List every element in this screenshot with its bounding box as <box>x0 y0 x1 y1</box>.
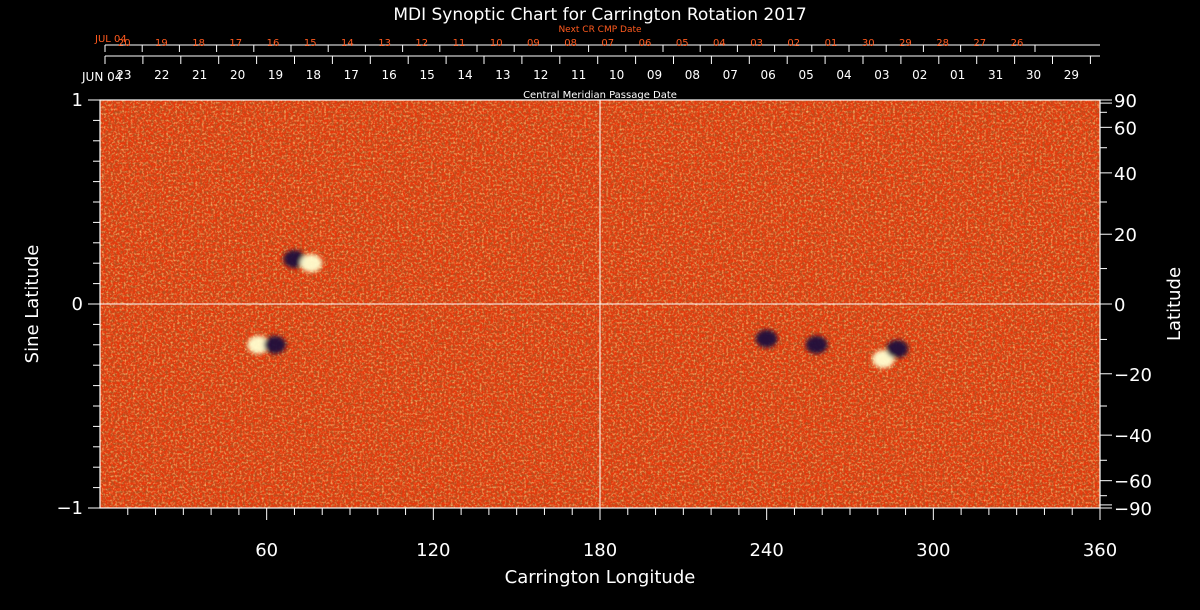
plot-area <box>99 99 1101 509</box>
y-axis-right: 90 60 40 20 0 −20 −40 −60 −90 <box>1100 91 1152 520</box>
next-axis-tick-label: 16 <box>267 38 280 49</box>
top-axis-tick-label: 14 <box>457 68 472 82</box>
active-region-negative <box>755 329 778 348</box>
y-axis-right-tick-label: 40 <box>1114 164 1137 185</box>
next-axis-tick-label: 17 <box>229 38 242 49</box>
x-axis-tick-label: 120 <box>416 540 450 561</box>
next-axis-tick-label: 04 <box>713 38 726 49</box>
top-axis-tick-label: 08 <box>685 68 700 82</box>
x-axis-tick-label: 180 <box>583 540 617 561</box>
top-axis-tick-label: 30 <box>1026 68 1041 82</box>
next-axis-tick-label: 02 <box>787 38 800 49</box>
y-axis-right-tick-label: −40 <box>1114 426 1152 447</box>
active-region-negative <box>886 339 909 358</box>
y-axis-left-tick-label: −1 <box>56 498 83 519</box>
x-axis-label: Carrington Longitude <box>505 567 696 588</box>
top-axis-tick-label: 12 <box>533 68 548 82</box>
y-axis-right-tick-label: −90 <box>1114 499 1152 520</box>
top-axis-tick-label: 09 <box>647 68 662 82</box>
y-axis-right-tick-label: −60 <box>1114 472 1152 493</box>
top-axis-tick-label: 23 <box>116 68 131 82</box>
next-axis-tick-label: 27 <box>973 38 986 49</box>
next-axis-tick-label: 11 <box>453 38 466 49</box>
top-axis-tick-label: 07 <box>723 68 738 82</box>
active-regions <box>247 250 909 369</box>
top-axis-tick-label: 17 <box>344 68 359 82</box>
top-axis-caption: Central Meridian Passage Date <box>523 90 677 101</box>
next-axis-tick-label: 03 <box>750 38 763 49</box>
y-axis-left: 1 0 −1 <box>56 90 100 519</box>
next-axis-tick-label: 19 <box>155 38 168 49</box>
top-axis-tick-label: 16 <box>382 68 397 82</box>
top-axis-tick-label: 05 <box>798 68 813 82</box>
x-axis-tick-label: 360 <box>1083 540 1117 561</box>
chart-title: MDI Synoptic Chart for Carrington Rotati… <box>393 5 806 25</box>
y-axis-right-tick-label: 90 <box>1114 91 1137 112</box>
next-axis-tick-label: 09 <box>527 38 540 49</box>
top-axis-tick-label: 11 <box>571 68 586 82</box>
top-axis-tick-label: 10 <box>609 68 624 82</box>
top-axis-tick-label: 19 <box>268 68 283 82</box>
next-axis-tick-label: 12 <box>415 38 428 49</box>
next-axis-tick-label: 14 <box>341 38 354 49</box>
y-axis-right-tick-label: 60 <box>1114 118 1137 139</box>
top-axis-tick-label: 02 <box>912 68 927 82</box>
top-axis-tick-label: 21 <box>192 68 207 82</box>
active-region-negative <box>264 335 286 354</box>
next-axis-tick-label: 15 <box>304 38 317 49</box>
y-axis-right-tick-label: 0 <box>1114 295 1125 316</box>
x-axis-tick-label: 300 <box>916 540 950 561</box>
top-axis-tick-label: 29 <box>1064 68 1079 82</box>
top-axis-tick-label: 03 <box>874 68 889 82</box>
top-axis-tick-label: 01 <box>950 68 965 82</box>
top-axis-tick-label: 06 <box>761 68 776 82</box>
top-axis-tick-label: 22 <box>154 68 169 82</box>
next-axis-tick-label: 07 <box>601 38 614 49</box>
y-axis-left-label: Sine Latitude <box>22 245 43 364</box>
next-axis-tick-label: 29 <box>899 38 912 49</box>
y-axis-left-tick-label: 0 <box>72 294 83 315</box>
next-axis-tick-label: 05 <box>676 38 689 49</box>
top-axis-tick-label: 04 <box>836 68 851 82</box>
y-axis-right-tick-label: 20 <box>1114 225 1137 246</box>
active-region-negative <box>283 250 306 269</box>
next-axis-caption: Next CR CMP Date <box>558 25 642 35</box>
next-axis-start-label: JUL 04 <box>94 34 127 45</box>
x-axis-tick-label: 60 <box>255 540 278 561</box>
top-axis-tick-label: 15 <box>419 68 434 82</box>
top-axis-start-label: JUN 04 <box>81 70 122 84</box>
next-axis-tick-label: 06 <box>639 38 652 49</box>
next-axis-tick-label: 18 <box>192 38 205 49</box>
active-region-positive <box>300 254 323 273</box>
x-axis: 60 120 180 240 300 360 <box>127 508 1117 561</box>
next-axis-tick-label: 28 <box>936 38 949 49</box>
top-axis-tick-label: 20 <box>230 68 245 82</box>
active-region-positive <box>247 335 270 354</box>
y-axis-left-tick-label: 1 <box>72 90 83 111</box>
next-axis-tick-label: 13 <box>378 38 391 49</box>
next-axis-tick-label: 10 <box>490 38 503 49</box>
top-axis-tick-label: 13 <box>495 68 510 82</box>
top-axis-tick-label: 31 <box>988 68 1003 82</box>
next-axis-tick-label: 20 <box>118 38 131 49</box>
active-region-negative <box>805 335 828 354</box>
next-axis-tick-label: 01 <box>825 38 838 49</box>
top-axis-tick-label: 18 <box>306 68 321 82</box>
y-axis-right-tick-label: −20 <box>1114 365 1152 386</box>
x-axis-tick-label: 240 <box>749 540 783 561</box>
y-axis-right-label: Latitude <box>1164 267 1185 341</box>
next-axis-tick-label: 30 <box>862 38 875 49</box>
next-axis-tick-label: 26 <box>1011 38 1024 49</box>
next-axis-tick-label: 08 <box>564 38 577 49</box>
